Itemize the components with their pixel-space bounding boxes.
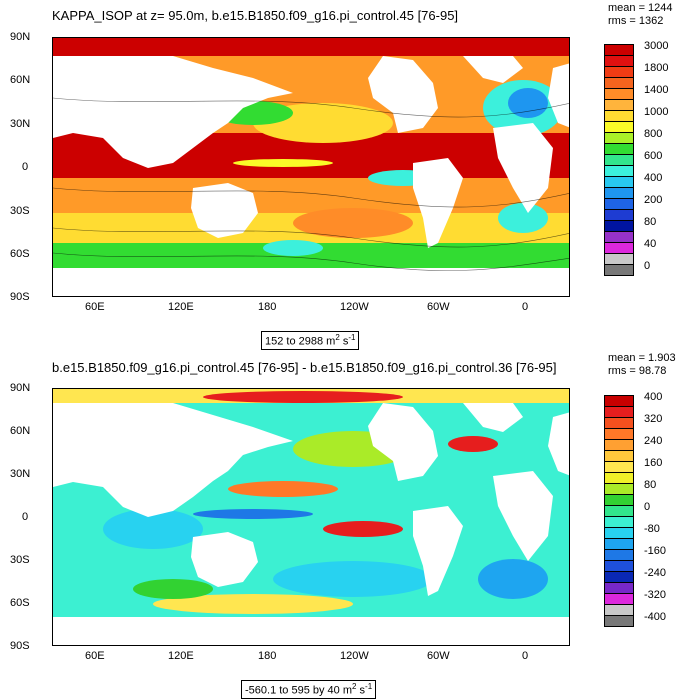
panel1-colorbar-label: 1800 (644, 62, 669, 74)
panel2-lat-60n: 60N (10, 425, 31, 437)
panel2-colorbar-label: -160 (644, 545, 667, 557)
panel2-lon-60w: 60W (427, 650, 450, 662)
panel2-colorbar-label: 160 (644, 457, 663, 469)
panel1-colorbar-label: 600 (644, 150, 663, 162)
panel2-lat-30s: 30S (10, 554, 30, 566)
panel1-colorbar-label: 1000 (644, 106, 669, 118)
panel2-lat-0: 0 (22, 511, 29, 523)
panel1-lat-90n: 90N (10, 31, 31, 43)
panel2-mean: mean = 1.903 (608, 352, 676, 364)
panel2-lat-60s: 60S (10, 597, 30, 609)
panel1-lat-30n: 30N (10, 118, 31, 130)
panel1-lat-0: 0 (22, 161, 29, 173)
panel2-map (52, 388, 570, 646)
panel2-colorbar-label: 80 (644, 479, 657, 491)
panel2-colorbar-label: -240 (644, 567, 667, 579)
panel2-colorbar (604, 395, 634, 627)
panel1-lat-90s: 90S (10, 291, 30, 303)
panel1-lat-30s: 30S (10, 205, 30, 217)
panel2-colorbar-label: 320 (644, 413, 663, 425)
panel2-range-exp2: -1 (365, 682, 373, 691)
panel1-rms: rms = 1362 (608, 15, 664, 27)
panel2-colorbar-box (604, 615, 634, 627)
panel1-map (52, 37, 570, 297)
panel1-colorbar-label: 40 (644, 238, 657, 250)
panel2-range-exp: 2 (352, 682, 357, 691)
panel1-lon-180: 180 (258, 301, 277, 313)
panel1-colorbar-label: 200 (644, 194, 663, 206)
panel1-map-field (53, 38, 569, 296)
panel1-title: KAPPA_ISOP at z= 95.0m, b.e15.B1850.f09_… (52, 8, 459, 23)
panel1-colorbar-box (604, 264, 634, 276)
panel1-range-exp: 2 (335, 333, 340, 342)
panel1-lon-120e: 120E (168, 301, 194, 313)
panel1-lat-60s: 60S (10, 248, 30, 260)
panel2-lon-180: 180 (258, 650, 277, 662)
panel1-colorbar-label: 80 (644, 216, 657, 228)
panel1-colorbar-label: 400 (644, 172, 663, 184)
panel1-lat-60n: 60N (10, 74, 31, 86)
panel1-range-label: 152 to 2988 m2 s-1 (261, 331, 360, 350)
panel2-colorbar-label: -80 (644, 523, 660, 535)
panel1-range-exp2: -1 (348, 333, 356, 342)
panel2-colorbar-label: -400 (644, 611, 667, 623)
panel1-colorbar-label: 0 (644, 260, 651, 272)
panel1-range-unit: s (339, 335, 349, 348)
panel2-lon-0: 0 (522, 650, 529, 662)
panel2-range-label: -560.1 to 595 by 40 m2 s-1 (241, 680, 377, 699)
panel2-lat-30n: 30N (10, 468, 31, 480)
panel2-map-field (53, 389, 569, 645)
panel2-colorbar-label: 240 (644, 435, 663, 447)
panel1-lon-120w: 120W (340, 301, 369, 313)
panel2-colorbar-label: 0 (644, 501, 651, 513)
panel2-lon-120w: 120W (340, 650, 369, 662)
panel1-colorbar-label: 800 (644, 128, 663, 140)
panel2-lat-90n: 90N (10, 382, 31, 394)
panel2-range-unit: s (356, 684, 366, 697)
panel1-lon-0: 0 (522, 301, 529, 313)
panel1-mean: mean = 1244 (608, 2, 673, 14)
panel2-range-prefix: -560.1 to 595 by 40 m (245, 684, 353, 697)
panel2-lat-90s: 90S (10, 640, 30, 652)
panel2-colorbar-label: 400 (644, 391, 663, 403)
panel2-colorbar-label: -320 (644, 589, 667, 601)
panel1-range-prefix: 152 to 2988 m (265, 335, 336, 348)
panel2-rms: rms = 98.78 (608, 365, 667, 377)
panel1-lon-60e: 60E (85, 301, 105, 313)
panel2-title: b.e15.B1850.f09_g16.pi_control.45 [76-95… (52, 360, 557, 375)
panel1-colorbar (604, 44, 634, 276)
panel1-lon-60w: 60W (427, 301, 450, 313)
panel2-lon-60e: 60E (85, 650, 105, 662)
panel2-lon-120e: 120E (168, 650, 194, 662)
panel1-colorbar-label: 1400 (644, 84, 669, 96)
panel1-colorbar-label: 3000 (644, 40, 669, 52)
